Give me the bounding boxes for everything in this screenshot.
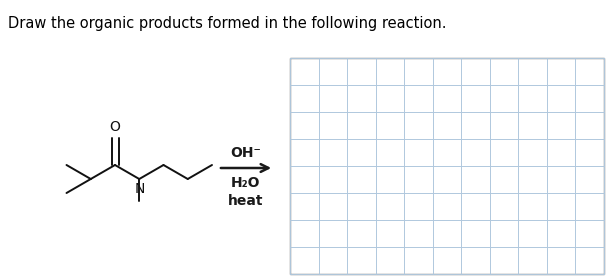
Bar [290, 58, 604, 274]
Text: heat: heat [228, 194, 264, 208]
Text: Draw the organic products formed in the following reaction.: Draw the organic products formed in the … [8, 16, 446, 31]
Text: H₂O: H₂O [231, 176, 261, 190]
Text: OH⁻: OH⁻ [231, 146, 261, 160]
Text: N: N [135, 182, 146, 196]
Text: O: O [110, 121, 121, 134]
